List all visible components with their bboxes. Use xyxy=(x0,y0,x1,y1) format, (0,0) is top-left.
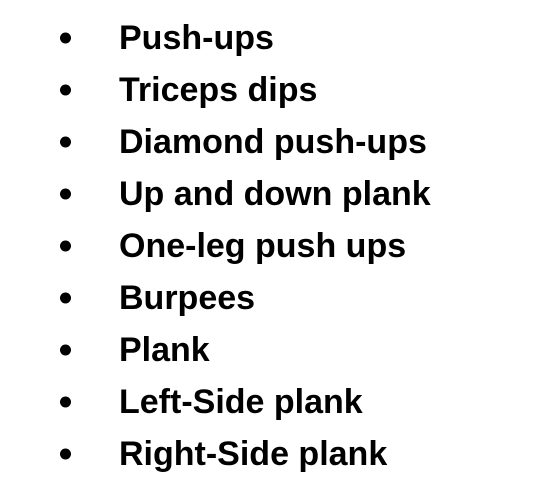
list-item: Right-Side plank xyxy=(0,428,558,480)
bullet-icon xyxy=(60,84,71,96)
list-item: Burpees xyxy=(0,272,558,324)
list-item-label: One-leg push ups xyxy=(119,227,407,265)
list-item-label: Up and down plank xyxy=(119,175,431,213)
list-item: Left-Side plank xyxy=(0,376,558,428)
list-item-label: Plank xyxy=(119,331,210,369)
list-item: Diamond push-ups xyxy=(0,116,558,168)
exercise-list: Push-ups Triceps dips Diamond push-ups U… xyxy=(0,12,558,480)
list-item-label: Triceps dips xyxy=(119,71,318,109)
bullet-icon xyxy=(60,188,71,200)
bullet-icon xyxy=(60,240,71,252)
list-item-label: Push-ups xyxy=(119,19,274,57)
list-item-label: Left-Side plank xyxy=(119,383,363,421)
list-item: Push-ups xyxy=(0,12,558,64)
bullet-icon xyxy=(60,344,71,356)
bullet-icon xyxy=(60,448,71,460)
list-item: Up and down plank xyxy=(0,168,558,220)
list-item-label: Diamond push-ups xyxy=(119,123,427,161)
list-item: Triceps dips xyxy=(0,64,558,116)
bullet-icon xyxy=(60,292,71,304)
bullet-icon xyxy=(60,136,71,148)
list-item: Plank xyxy=(0,324,558,376)
list-item-label: Burpees xyxy=(119,279,256,317)
list-item: One-leg push ups xyxy=(0,220,558,272)
bullet-icon xyxy=(60,32,71,44)
bullet-icon xyxy=(60,396,71,408)
list-item-label: Right-Side plank xyxy=(119,435,388,473)
